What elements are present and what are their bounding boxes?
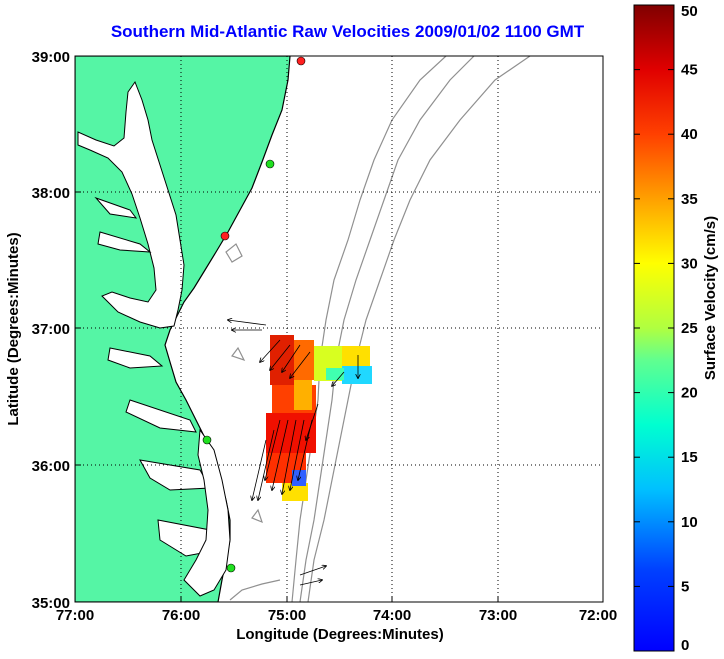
colorbar: 0 5 10 15 20 25 30 35 40 45 50 Surface Velocity (c…: [633, 3, 719, 654]
y-tick-label: 35:00: [32, 595, 70, 612]
colorbar-tick-label: 50: [681, 3, 698, 20]
y-tick-label: 39:00: [32, 49, 70, 66]
station-marker: [296, 56, 306, 66]
y-axis: 39:00 38:00 37:00 36:00 35:00 Latitude (…: [5, 49, 81, 612]
velocity-vectors: [228, 320, 358, 586]
colorbar-tick-label: 40: [681, 126, 698, 143]
station-marker: [202, 435, 212, 445]
plot-frame: [74, 55, 604, 603]
station-markers: [202, 56, 306, 573]
y-axis-label: Latitude (Degrees:Minutes): [5, 232, 22, 425]
station-marker: [265, 159, 275, 169]
station-marker: [226, 563, 236, 573]
colorbar-tick-label: 10: [681, 514, 698, 531]
x-tick-label: 77:00: [56, 607, 94, 624]
colorbar-label: Surface Velocity (cm/s): [702, 216, 719, 380]
chesapeake-bay: [77, 80, 219, 557]
colorbar-tick-label: 30: [681, 255, 698, 272]
map-title: Southern Mid-Atlantic Raw Velocities 200…: [110, 22, 585, 41]
y-tick-label: 37:00: [32, 321, 70, 338]
x-axis: 77:00 76:00 75:00 74:00 73:00 72:00 Long…: [56, 596, 617, 643]
colorbar-tick-label: 5: [681, 578, 689, 595]
colorbar-tick-label: 20: [681, 385, 698, 402]
x-tick-label: 75:00: [268, 607, 306, 624]
y-tick-label: 38:00: [32, 185, 70, 202]
colorbar-ticks: 0 5 10 15 20 25 30 35 40 45 50: [634, 3, 698, 654]
colorbar-tick-label: 25: [681, 320, 698, 337]
x-tick-label: 72:00: [579, 607, 617, 624]
colorbar-tick-label: 45: [681, 62, 698, 79]
colorbar-tick-label: 15: [681, 449, 698, 466]
x-tick-label: 74:00: [373, 607, 411, 624]
bathymetry-contours: [225, 56, 531, 602]
station-marker: [220, 231, 230, 241]
grid-lines: [75, 56, 603, 602]
colorbar-tick-label: 35: [681, 191, 698, 208]
x-axis-label: Longitude (Degrees:Minutes): [236, 626, 444, 643]
x-tick-label: 76:00: [162, 607, 200, 624]
pamlico-sound: [183, 428, 231, 597]
colorbar-tick-label: 0: [681, 637, 689, 654]
y-tick-label: 36:00: [32, 458, 70, 475]
x-tick-label: 73:00: [479, 607, 517, 624]
